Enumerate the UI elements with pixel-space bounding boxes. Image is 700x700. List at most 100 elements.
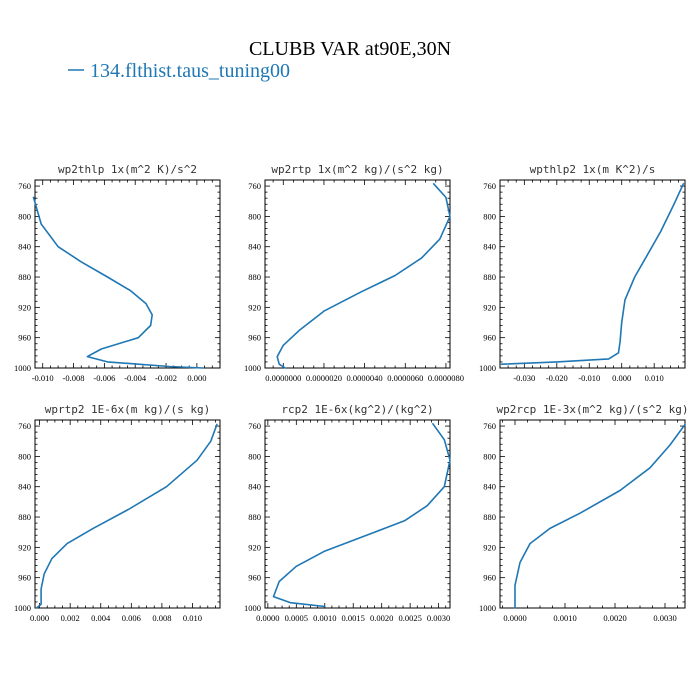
y-tick-label: 760 (248, 421, 261, 431)
series-line (276, 183, 451, 369)
legend: 134.flthist.taus_tuning00 (68, 60, 290, 82)
y-tick-label: 840 (483, 482, 496, 492)
x-tick-label: 0.0000060 (387, 373, 423, 383)
plot-frame (34, 179, 221, 369)
x-tick-label: 0.0000000 (265, 373, 301, 383)
y-tick-label: 840 (248, 482, 261, 492)
y-tick-label: 960 (18, 573, 31, 583)
plot-frame (34, 419, 221, 609)
x-tick-label: 0.000 (612, 373, 631, 383)
y-tick-label: 800 (248, 211, 261, 221)
plot-frame (264, 179, 451, 369)
y-tick-label: 880 (18, 272, 31, 282)
x-tick-label: 0.0005 (285, 613, 308, 623)
plot-frame (264, 419, 451, 609)
panel-3: wpthlp2 1x(m K^2)/s 760 800 840 880 920 960 100… (479, 163, 686, 383)
x-tick-label: 0.010 (645, 373, 664, 383)
x-tick-label: -0.004 (124, 373, 147, 383)
panel-4: wprtp2 1E-6x(m kg)/(s kg) 760 800 840 880 920… (14, 403, 221, 623)
y-tick-label: 800 (18, 451, 31, 461)
y-tick-label: 960 (483, 573, 496, 583)
y-tick-label: 880 (248, 512, 261, 522)
y-tick-label: 760 (248, 181, 261, 191)
series-line (32, 196, 204, 369)
panel-title: wpthlp2 1x(m K^2)/s (530, 163, 656, 176)
series-line (272, 423, 451, 608)
y-tick-label: 880 (18, 512, 31, 522)
y-tick-label: 800 (18, 211, 31, 221)
y-tick-label: 920 (248, 542, 261, 552)
y-tick-label: 760 (18, 421, 31, 431)
x-tick-label: 0.0020 (370, 613, 393, 623)
y-tick-label: 880 (248, 272, 261, 282)
x-tick-label: 0.0000 (256, 613, 279, 623)
y-tick-label: 1000 (244, 363, 261, 373)
x-tick-label: 0.0000040 (347, 373, 383, 383)
y-tick-label: 1000 (244, 603, 261, 613)
panel-title: wp2rcp 1E-3x(m^2 kg)/(s^2 kg) (496, 403, 688, 416)
panel-1: wp2thlp 1x(m^2 K)/s^2 760 800 840 880 920 960 1… (14, 163, 221, 383)
panel-title: wprtp2 1E-6x(m kg)/(s kg) (45, 403, 211, 416)
y-tick-label: 920 (18, 302, 31, 312)
x-tick-label: 0.0000 (503, 613, 526, 623)
plot-frame (499, 179, 686, 369)
panels: wp2thlp 1x(m^2 K)/s^2 760 800 840 880 920 960 1… (14, 163, 689, 623)
series-line (35, 423, 218, 609)
x-tick-label: 0.000 (187, 373, 206, 383)
x-tick-label: -0.002 (155, 373, 177, 383)
x-tick-label: 0.0020 (603, 613, 626, 623)
figure-title: CLUBB VAR at90E,30N (249, 38, 451, 60)
x-tick-label: 0.0010 (313, 613, 336, 623)
y-tick-label: 1000 (479, 363, 496, 373)
x-tick-label: 0.0030 (653, 613, 676, 623)
y-tick-label: 1000 (14, 363, 31, 373)
x-tick-label: -0.010 (578, 373, 600, 383)
y-tick-label: 840 (483, 242, 496, 252)
panel-6: wp2rcp 1E-3x(m^2 kg)/(s^2 kg)760 800 840 88… (479, 403, 689, 623)
x-tick-label: 0.000 (30, 613, 49, 623)
y-tick-label: 920 (483, 542, 496, 552)
x-tick-label: 0.010 (183, 613, 202, 623)
x-tick-label: 0.0015 (342, 613, 365, 623)
x-tick-label: 0.0030 (427, 613, 450, 623)
y-tick-label: 1000 (479, 603, 496, 613)
y-tick-label: 960 (248, 333, 261, 343)
y-tick-label: 880 (483, 272, 496, 282)
panel-2: wp2rtp 1x(m^2 kg)/(s^2 kg) 760 800 840 880 92… (244, 163, 464, 383)
y-tick-label: 960 (248, 573, 261, 583)
x-tick-label: -0.030 (513, 373, 535, 383)
x-tick-label: -0.006 (93, 373, 115, 383)
y-tick-label: 760 (483, 421, 496, 431)
x-tick-label: 0.006 (122, 613, 141, 623)
x-tick-label: 0.004 (91, 613, 111, 623)
legend-label: 134.flthist.taus_tuning00 (90, 60, 290, 82)
y-tick-label: 920 (483, 302, 496, 312)
y-tick-label: 920 (18, 542, 31, 552)
y-tick-label: 960 (18, 333, 31, 343)
x-tick-label: 0.0010 (553, 613, 576, 623)
y-tick-label: 840 (248, 242, 261, 252)
panel-title: rcp2 1E-6x(kg^2)/(kg^2) (281, 403, 433, 416)
y-tick-label: 920 (248, 302, 261, 312)
y-tick-label: 840 (18, 482, 31, 492)
y-tick-label: 800 (248, 451, 261, 461)
y-tick-label: 800 (483, 451, 496, 461)
y-tick-label: 760 (483, 181, 496, 191)
x-tick-label: 0.0025 (398, 613, 421, 623)
x-tick-label: 0.002 (61, 613, 80, 623)
x-tick-label: -0.008 (63, 373, 85, 383)
x-tick-label: -0.010 (32, 373, 54, 383)
x-tick-label: 0.0000020 (306, 373, 342, 383)
plot-frame (499, 419, 686, 609)
y-tick-label: 1000 (14, 603, 31, 613)
panel-5: rcp2 1E-6x(kg^2)/(kg^2) 760 800 840 880 920 96… (244, 403, 451, 623)
series-line (500, 183, 685, 365)
panel-title: wp2thlp 1x(m^2 K)/s^2 (58, 163, 197, 176)
x-tick-label: 0.0000080 (428, 373, 464, 383)
y-tick-label: 960 (483, 333, 496, 343)
panel-title: wp2rtp 1x(m^2 kg)/(s^2 kg) (271, 163, 443, 176)
y-tick-label: 840 (18, 242, 31, 252)
y-tick-label: 760 (18, 181, 31, 191)
series-line (514, 423, 686, 609)
